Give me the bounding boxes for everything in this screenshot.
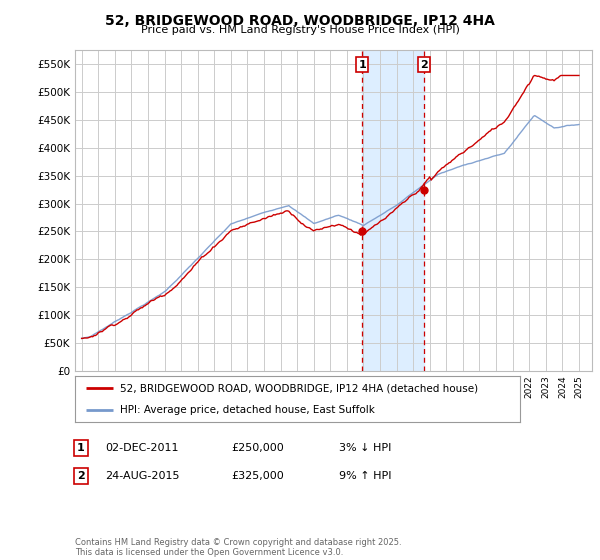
Text: 52, BRIDGEWOOD ROAD, WOODBRIDGE, IP12 4HA: 52, BRIDGEWOOD ROAD, WOODBRIDGE, IP12 4H…: [105, 14, 495, 28]
Text: 9% ↑ HPI: 9% ↑ HPI: [339, 471, 391, 481]
Text: HPI: Average price, detached house, East Suffolk: HPI: Average price, detached house, East…: [119, 405, 374, 415]
Text: 2: 2: [420, 60, 428, 70]
Text: 1: 1: [77, 443, 85, 453]
Text: £250,000: £250,000: [231, 443, 284, 453]
Text: 2: 2: [77, 471, 85, 481]
Text: 24-AUG-2015: 24-AUG-2015: [105, 471, 179, 481]
Text: 02-DEC-2011: 02-DEC-2011: [105, 443, 179, 453]
Bar: [362, 50, 424, 371]
Text: Contains HM Land Registry data © Crown copyright and database right 2025.
This d: Contains HM Land Registry data © Crown c…: [75, 538, 401, 557]
Text: Price paid vs. HM Land Registry's House Price Index (HPI): Price paid vs. HM Land Registry's House …: [140, 25, 460, 35]
Text: 52, BRIDGEWOOD ROAD, WOODBRIDGE, IP12 4HA (detached house): 52, BRIDGEWOOD ROAD, WOODBRIDGE, IP12 4H…: [119, 383, 478, 393]
Text: 3% ↓ HPI: 3% ↓ HPI: [339, 443, 391, 453]
Text: £325,000: £325,000: [231, 471, 284, 481]
Text: 1: 1: [358, 60, 366, 70]
